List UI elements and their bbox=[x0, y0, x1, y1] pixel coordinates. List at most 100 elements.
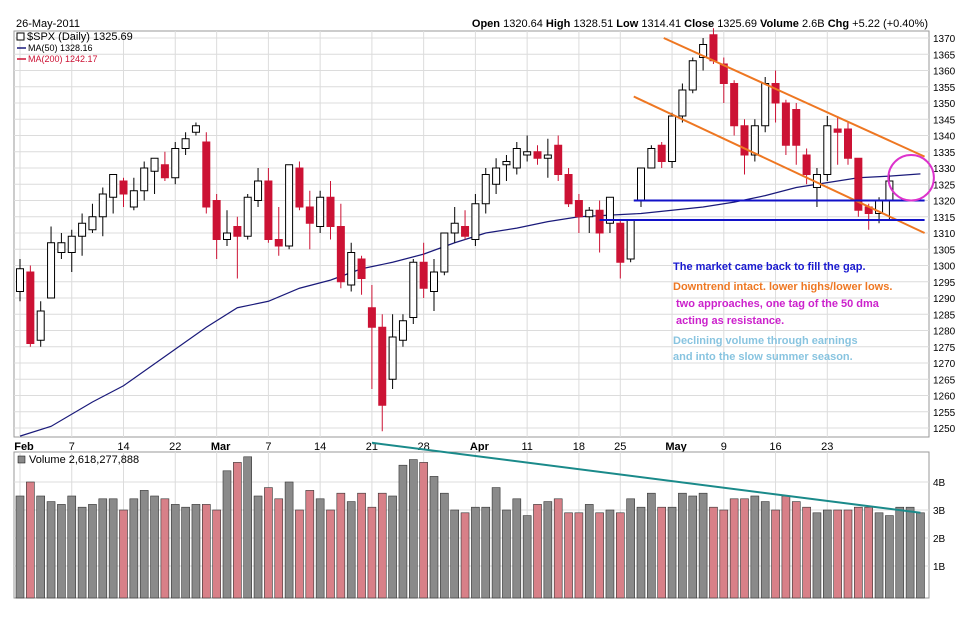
volume-bar bbox=[150, 495, 159, 599]
price-tick-label: 1255 bbox=[933, 408, 956, 419]
candle bbox=[233, 216, 242, 279]
candle-body bbox=[430, 271, 438, 292]
candle bbox=[88, 203, 97, 233]
volume-bar bbox=[222, 470, 232, 599]
candle bbox=[750, 119, 759, 162]
candle-body bbox=[626, 219, 635, 260]
volume-bar bbox=[771, 509, 780, 599]
candle bbox=[336, 203, 345, 289]
candle-body bbox=[78, 222, 87, 237]
candle-body bbox=[595, 209, 604, 234]
candle-body bbox=[419, 261, 428, 289]
candle bbox=[502, 155, 511, 181]
x-tick-label: May bbox=[665, 441, 687, 453]
volume-bar bbox=[108, 498, 118, 599]
volume-bar bbox=[667, 506, 677, 599]
volume-bar bbox=[36, 495, 46, 599]
volume-bar bbox=[429, 476, 439, 599]
candle bbox=[461, 210, 470, 240]
candle-body bbox=[481, 174, 490, 205]
volume-bar bbox=[543, 501, 553, 599]
candle bbox=[254, 168, 263, 207]
candle-body bbox=[26, 271, 35, 344]
volume-bar bbox=[481, 506, 491, 599]
volume-bar bbox=[636, 506, 646, 599]
candle-body bbox=[574, 200, 583, 218]
candle bbox=[512, 142, 521, 175]
candle bbox=[150, 157, 159, 194]
price-tick-label: 1335 bbox=[933, 148, 956, 159]
candle bbox=[388, 314, 397, 389]
volume-bar bbox=[26, 481, 35, 599]
volume-bar bbox=[802, 506, 811, 599]
candle-body bbox=[740, 125, 749, 156]
volume-bar bbox=[336, 492, 346, 599]
volume-tick-label: 1B bbox=[933, 562, 946, 573]
volume-bar bbox=[367, 506, 377, 599]
candle bbox=[181, 132, 190, 155]
volume-bar bbox=[833, 509, 842, 599]
chart-date: 26-May-2011 bbox=[16, 18, 80, 30]
volume-bar bbox=[791, 501, 801, 599]
legend-symbol: $SPX (Daily) 1325.69 bbox=[27, 31, 133, 43]
volume-bar bbox=[502, 509, 511, 599]
price-tick-label: 1345 bbox=[933, 115, 956, 126]
candle-body bbox=[305, 206, 314, 224]
candle bbox=[471, 194, 480, 246]
volume-bar bbox=[647, 492, 656, 599]
x-tick-label: 7 bbox=[69, 441, 75, 453]
price-tick-label: 1280 bbox=[933, 327, 956, 338]
candle-body bbox=[181, 138, 190, 149]
low-value: 1314.41 bbox=[641, 18, 681, 30]
candle-body bbox=[512, 148, 521, 169]
volume-bar bbox=[357, 492, 366, 599]
candle bbox=[140, 161, 149, 201]
candle bbox=[67, 229, 76, 272]
price-tick-label: 1285 bbox=[933, 310, 956, 321]
volume-bar bbox=[67, 495, 77, 599]
x-axis: Feb 7 14 22 Mar 7 14 21 28 Apr 11 18 25 May 9 16 23 bbox=[14, 441, 833, 453]
x-tick-label: 25 bbox=[614, 441, 626, 453]
volume-bar bbox=[253, 495, 263, 599]
volume-bar bbox=[46, 501, 56, 599]
candle bbox=[191, 122, 200, 136]
candle bbox=[16, 259, 24, 302]
candle-body bbox=[750, 125, 759, 156]
candle-body bbox=[254, 180, 263, 201]
volume-bar bbox=[264, 487, 273, 599]
volume-bar bbox=[305, 490, 315, 599]
price-tick-label: 1340 bbox=[933, 132, 956, 143]
candle bbox=[740, 119, 749, 175]
candle bbox=[854, 157, 863, 217]
volume-bar bbox=[284, 481, 294, 599]
volume-bar bbox=[605, 509, 615, 599]
volume-bar bbox=[781, 495, 791, 599]
volume-bar bbox=[129, 498, 139, 599]
volume-bar bbox=[202, 504, 211, 599]
candle-body bbox=[502, 161, 511, 166]
price-tick-label: 1290 bbox=[933, 294, 956, 305]
price-tick-label: 1325 bbox=[933, 180, 956, 191]
candle-body bbox=[585, 209, 594, 218]
legend-symbol-swatch bbox=[16, 32, 25, 41]
candle bbox=[305, 190, 314, 250]
price-tick-label: 1250 bbox=[933, 424, 956, 435]
candle bbox=[533, 145, 542, 165]
price-tick-label: 1310 bbox=[933, 229, 956, 240]
volume-overlay bbox=[371, 441, 921, 514]
overlays bbox=[599, 37, 935, 234]
volume-bar bbox=[88, 504, 97, 599]
candles bbox=[16, 28, 894, 432]
candle-body bbox=[523, 151, 532, 156]
candle-body bbox=[678, 89, 687, 117]
candle-body bbox=[802, 154, 811, 175]
candle-body bbox=[605, 196, 614, 224]
volume-tick-label: 2B bbox=[933, 534, 946, 545]
candle-body bbox=[357, 258, 366, 279]
channel-upper-line bbox=[663, 37, 926, 158]
candle bbox=[585, 207, 594, 233]
x-tick-label: 14 bbox=[117, 441, 129, 453]
candle bbox=[212, 194, 221, 259]
candle-body bbox=[647, 148, 656, 169]
candle bbox=[781, 99, 790, 155]
